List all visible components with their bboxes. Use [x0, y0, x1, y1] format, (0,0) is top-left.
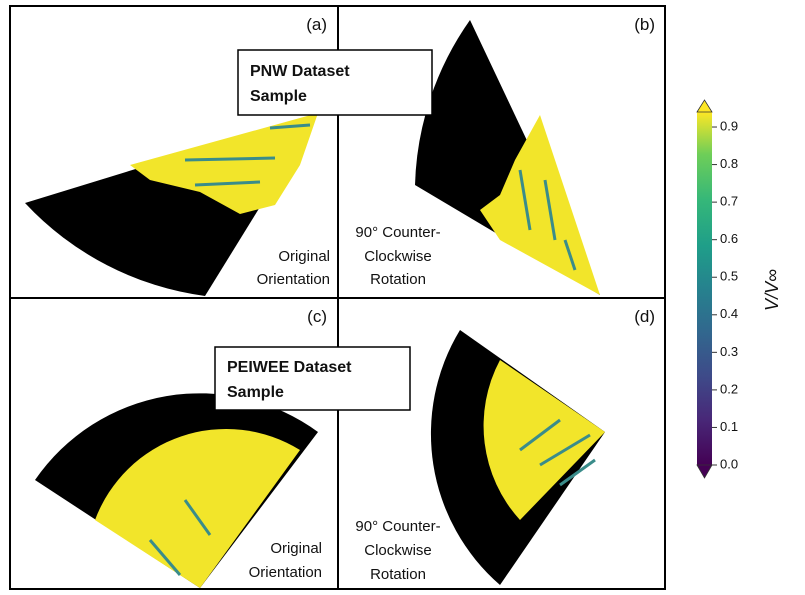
colorbar-label: V/V∞: [762, 269, 782, 311]
colorbar-tick-label: 0.5: [720, 269, 738, 284]
colorbar-tick-label: 0.4: [720, 306, 738, 321]
colorbar-gradient: [697, 112, 712, 465]
panel-a-image: [25, 113, 318, 296]
colorbar-tick-label: 0.9: [720, 118, 738, 133]
colorbar-tick-label: 0.0: [720, 456, 738, 471]
panel-label: (b): [634, 15, 655, 34]
panel-b-image: [415, 20, 600, 295]
colorbar-tick-label: 0.1: [720, 419, 738, 434]
annotation-box: [238, 50, 432, 115]
colorbar-tick-label: 0.6: [720, 231, 738, 246]
panel-d-image: [431, 330, 605, 585]
colorbar-tick-label: 0.2: [720, 381, 738, 396]
panel-label: (d): [634, 307, 655, 326]
colorbar-tick-label: 0.3: [720, 344, 738, 359]
figure: (a) (b) (c) (d) OriginalOrientation 90° …: [0, 0, 805, 590]
panel-label: (a): [306, 15, 327, 34]
colorbar: [697, 100, 712, 478]
colorbar-tick-label: 0.7: [720, 194, 738, 209]
colorbar-tick-label: 0.8: [720, 156, 738, 171]
panel-c-image: [35, 393, 318, 588]
panel-label: (c): [307, 307, 327, 326]
